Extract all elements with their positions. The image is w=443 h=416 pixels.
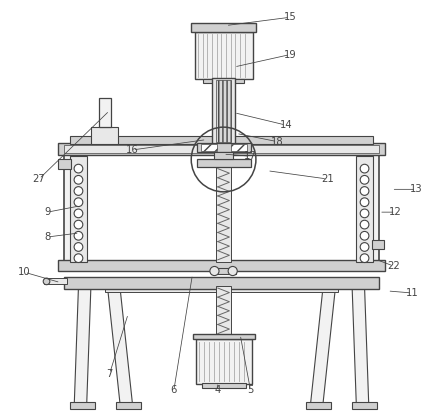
Text: 18: 18 <box>271 137 284 147</box>
Polygon shape <box>352 287 369 403</box>
Bar <box>372 240 385 250</box>
Bar <box>70 156 87 262</box>
Bar <box>307 401 331 409</box>
Bar <box>99 98 111 127</box>
Bar <box>116 401 140 409</box>
Circle shape <box>74 209 83 218</box>
Circle shape <box>74 176 83 184</box>
Bar <box>214 151 233 159</box>
Text: 6: 6 <box>171 386 177 396</box>
Bar <box>64 277 379 289</box>
Circle shape <box>210 267 219 275</box>
Bar <box>191 22 256 32</box>
Bar <box>91 127 118 144</box>
Bar <box>201 144 217 151</box>
Text: 9: 9 <box>44 207 51 217</box>
Circle shape <box>360 209 369 218</box>
Text: 21: 21 <box>321 174 334 184</box>
Text: 8: 8 <box>44 232 51 242</box>
Bar <box>211 268 236 274</box>
Bar <box>194 32 253 79</box>
Circle shape <box>360 187 369 196</box>
Bar <box>70 401 95 409</box>
Text: 5: 5 <box>247 386 254 396</box>
Circle shape <box>360 164 369 173</box>
Circle shape <box>360 231 369 240</box>
Circle shape <box>228 267 237 275</box>
Circle shape <box>74 243 83 251</box>
Circle shape <box>74 187 83 196</box>
Text: 15: 15 <box>284 12 296 22</box>
Circle shape <box>360 220 369 229</box>
Bar <box>70 136 373 144</box>
Text: 19: 19 <box>284 50 296 59</box>
Circle shape <box>74 231 83 240</box>
Circle shape <box>74 254 83 262</box>
Bar <box>196 339 252 384</box>
Circle shape <box>74 198 83 207</box>
Bar <box>105 287 338 292</box>
Bar <box>216 286 231 335</box>
Bar <box>58 143 385 155</box>
Circle shape <box>360 198 369 207</box>
Bar <box>197 143 251 152</box>
Text: 14: 14 <box>280 120 292 130</box>
Circle shape <box>74 220 83 229</box>
Circle shape <box>360 254 369 262</box>
Bar <box>203 79 244 83</box>
Text: 12: 12 <box>389 207 402 217</box>
Text: 13: 13 <box>410 184 423 194</box>
Text: 7: 7 <box>106 369 113 379</box>
Bar <box>70 155 373 263</box>
Bar <box>216 166 231 262</box>
Text: 11: 11 <box>406 288 419 298</box>
Bar <box>64 149 379 269</box>
Bar <box>231 144 247 151</box>
Bar <box>58 159 71 168</box>
Bar <box>44 278 67 284</box>
Bar <box>356 156 373 262</box>
Polygon shape <box>74 287 91 403</box>
Bar <box>216 80 231 143</box>
Circle shape <box>360 176 369 184</box>
Bar <box>212 78 235 144</box>
Polygon shape <box>311 287 335 403</box>
Text: 10: 10 <box>18 267 31 277</box>
Text: 17: 17 <box>244 151 257 161</box>
Bar <box>202 384 245 388</box>
Text: 22: 22 <box>387 261 400 271</box>
Circle shape <box>360 243 369 251</box>
Bar <box>58 260 385 271</box>
Circle shape <box>43 278 50 285</box>
Text: 16: 16 <box>126 145 139 155</box>
Polygon shape <box>108 287 132 403</box>
Bar <box>64 145 379 153</box>
Text: 4: 4 <box>214 386 221 396</box>
Circle shape <box>74 164 83 173</box>
Bar <box>352 401 377 409</box>
Bar <box>193 334 255 339</box>
Text: 27: 27 <box>33 174 46 184</box>
Bar <box>197 159 251 166</box>
